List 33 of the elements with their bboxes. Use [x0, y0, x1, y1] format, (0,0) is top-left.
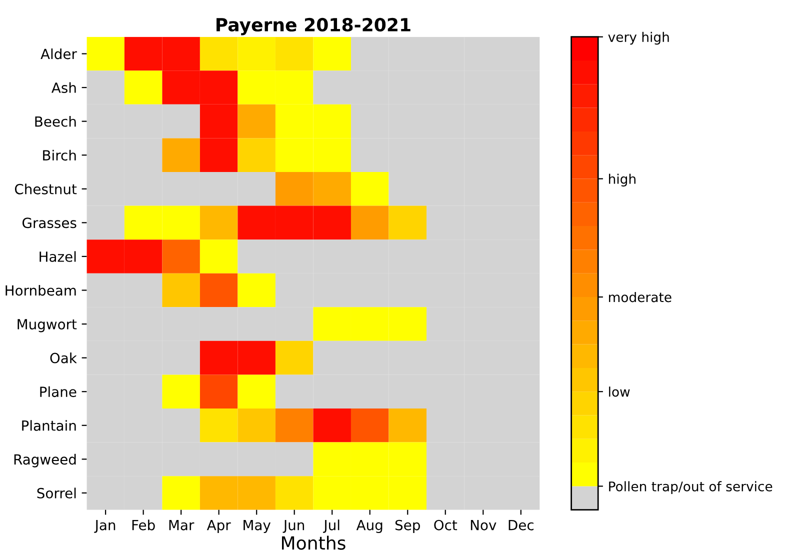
color-bar-label: moderate [609, 292, 672, 302]
y-tick-label: Plantain [22, 420, 76, 431]
x-tick-label: May [244, 520, 271, 534]
y-tick-label: Ash [52, 82, 76, 94]
x-axis-title: Months [282, 536, 346, 550]
chart-title: Payerne 2018-2021 [216, 18, 410, 36]
y-tick-label: Alder [40, 48, 77, 60]
y-tick-label: Beech [35, 116, 76, 127]
color-bar-label: high [609, 174, 636, 187]
x-tick-label: Apr [206, 520, 231, 534]
x-tick-label: Dec [508, 520, 534, 530]
y-tick-label: Hornbeam [6, 284, 76, 296]
x-tick-label: Nov [470, 520, 496, 530]
color-bar-label: low [609, 386, 630, 397]
x-tick-label: Mar [169, 520, 194, 530]
x-tick-label: Oct [434, 520, 458, 530]
y-tick-label: Sorrel [37, 488, 76, 498]
y-tick-label: Oak [50, 352, 77, 364]
y-tick-label: Birch [43, 150, 76, 161]
y-tick-label: Chestnut [14, 184, 77, 194]
y-tick-label: Plane [40, 386, 76, 398]
x-tick-label: Aug [356, 520, 382, 534]
color-bar-label: Pollen trap/out of service [609, 481, 772, 494]
x-tick-label: Feb [132, 520, 155, 530]
x-tick-label: Sep [395, 520, 420, 534]
y-tick-label: Grasses [22, 218, 76, 228]
color-bar-label: very high [608, 32, 669, 45]
y-tick-label: Hazel [40, 251, 76, 262]
x-tick-label: Jun [282, 520, 304, 533]
x-tick-label: Jul [323, 520, 340, 533]
y-tick-label: Mugwort [18, 319, 77, 332]
y-tick-label: Ragweed [14, 454, 76, 468]
x-tick-label: Jan [94, 520, 116, 533]
